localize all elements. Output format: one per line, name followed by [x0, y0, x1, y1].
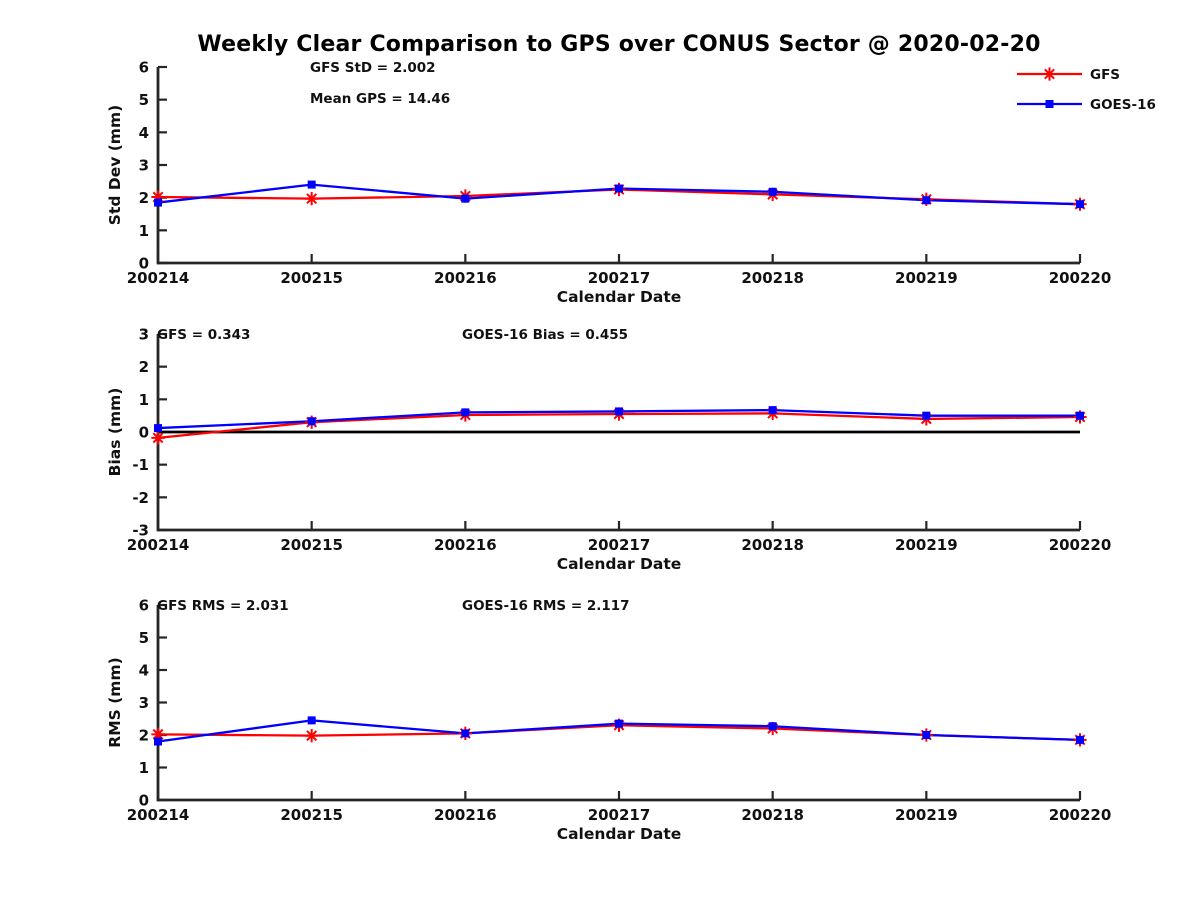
std-dev-subplot-x-tick-label: 200217: [588, 269, 651, 287]
std-dev-subplot-y-tick-label: 3: [139, 157, 149, 175]
bias-subplot-square-marker: [1076, 411, 1084, 420]
bias-subplot-x-axis-label: Calendar Date: [557, 555, 682, 573]
rms-subplot-x-tick-label: 200214: [127, 806, 190, 824]
rms-subplot-y-tick-label: 5: [139, 629, 149, 647]
std-dev-subplot-annotation-0: GFS StD = 2.002: [310, 60, 436, 76]
std-dev-subplot-x-tick-label: 200215: [280, 269, 343, 287]
legend-square-marker: [1045, 100, 1054, 108]
bias-subplot-annotation-0: GFS = 0.343: [157, 327, 250, 343]
std-dev-subplot-x-tick-label: 200219: [895, 269, 958, 287]
rms-subplot-x-tick-label: 200217: [588, 806, 651, 824]
bias-subplot-square-marker: [768, 406, 777, 415]
bias-subplot-y-tick-label: -3: [132, 522, 149, 540]
bias-subplot-x-tick-label: 200216: [434, 536, 497, 554]
std-dev-subplot-y-tick-label: 0: [139, 255, 149, 273]
std-dev-subplot-y-tick-label: 2: [139, 189, 149, 207]
rms-subplot-square-marker: [1076, 735, 1084, 744]
std-dev-subplot-asterisk-marker: [306, 193, 318, 205]
std-dev-subplot-square-marker: [307, 180, 316, 189]
std-dev-subplot-x-tick-label: 200216: [434, 269, 497, 287]
rms-subplot-annotation-1: GOES-16 RMS = 2.117: [462, 598, 630, 614]
std-dev-subplot-square-marker: [1076, 200, 1084, 209]
rms-subplot-y-tick-label: 3: [139, 694, 149, 712]
rms-subplot-y-tick-label: 0: [139, 792, 149, 810]
std-dev-subplot-square-marker: [768, 187, 777, 196]
std-dev-subplot-y-tick-label: 1: [139, 222, 149, 240]
std-dev-subplot-square-marker: [461, 194, 470, 203]
std-dev-subplot-square-marker: [922, 196, 931, 205]
bias-subplot-x-tick-label: 200218: [741, 536, 804, 554]
bias-subplot-square-marker: [461, 408, 470, 417]
rms-subplot-x-tick-label: 200220: [1049, 806, 1112, 824]
rms-subplot-y-tick-label: 4: [139, 662, 149, 680]
std-dev-subplot-x-tick-label: 200220: [1049, 269, 1112, 287]
legend-label-gfs: GFS: [1090, 67, 1120, 83]
bias-subplot-y-axis-label: Bias (mm): [106, 388, 124, 477]
bias-subplot-y-tick-label: 1: [139, 391, 149, 409]
bias-subplot-square-marker: [922, 411, 931, 420]
std-dev-subplot-x-axis-label: Calendar Date: [557, 288, 682, 306]
std-dev-subplot-y-tick-label: 4: [139, 124, 149, 142]
rms-subplot-annotation-0: GFS RMS = 2.031: [157, 598, 289, 614]
rms-subplot-square-marker: [461, 729, 470, 738]
bias-subplot-annotation-1: GOES-16 Bias = 0.455: [462, 327, 628, 343]
rms-subplot-y-tick-label: 1: [139, 759, 149, 777]
rms-subplot-y-tick-label: 6: [139, 597, 149, 615]
bias-subplot-x-tick-label: 200215: [280, 536, 343, 554]
std-dev-subplot-x-tick-label: 200218: [741, 269, 804, 287]
rms-subplot-square-marker: [154, 737, 162, 746]
chart-title: Weekly Clear Comparison to GPS over CONU…: [197, 32, 1041, 57]
std-dev-subplot-x-tick-label: 200214: [127, 269, 190, 287]
bias-subplot-square-marker: [307, 417, 316, 426]
rms-subplot-x-tick-label: 200218: [741, 806, 804, 824]
std-dev-subplot-annotation-1: Mean GPS = 14.46: [310, 91, 450, 107]
rms-subplot-asterisk-marker: [306, 730, 318, 742]
bias-subplot-y-tick-label: 3: [139, 326, 149, 344]
std-dev-subplot-y-tick-label: 6: [139, 59, 149, 77]
rms-subplot-square-marker: [307, 716, 316, 725]
rms-subplot-x-tick-label: 200215: [280, 806, 343, 824]
std-dev-subplot-y-axis-label: Std Dev (mm): [106, 105, 124, 225]
rms-subplot-x-tick-label: 200216: [434, 806, 497, 824]
std-dev-subplot-square-marker: [154, 198, 162, 207]
bias-subplot-x-tick-label: 200217: [588, 536, 651, 554]
bias-subplot-x-tick-label: 200214: [127, 536, 190, 554]
bias-subplot-y-tick-label: 0: [139, 424, 149, 442]
bias-subplot-asterisk-marker: [152, 432, 164, 444]
rms-subplot-x-tick-label: 200219: [895, 806, 958, 824]
bias-subplot-y-tick-label: 2: [139, 358, 149, 376]
rms-subplot-square-marker: [922, 731, 931, 739]
bias-subplot-y-tick-label: -1: [132, 456, 149, 474]
rms-subplot-y-axis-label: RMS (mm): [106, 657, 124, 747]
bias-subplot-square-marker: [615, 407, 623, 416]
bias-subplot-x-tick-label: 200219: [895, 536, 958, 554]
bias-subplot-x-tick-label: 200220: [1049, 536, 1112, 554]
rms-subplot-square-marker: [768, 722, 777, 731]
bias-subplot-y-tick-label: -2: [132, 489, 149, 507]
bias-subplot-square-marker: [154, 424, 162, 433]
rms-subplot-x-axis-label: Calendar Date: [557, 825, 682, 843]
rms-subplot-asterisk-marker: [152, 728, 164, 740]
legend-label-goes-16: GOES-16: [1090, 97, 1156, 113]
std-dev-subplot-square-marker: [615, 184, 623, 193]
rms-subplot-y-tick-label: 2: [139, 727, 149, 745]
std-dev-subplot-y-tick-label: 5: [139, 91, 149, 109]
legend-asterisk-marker: [1044, 68, 1055, 80]
rms-subplot-square-marker: [615, 719, 623, 728]
